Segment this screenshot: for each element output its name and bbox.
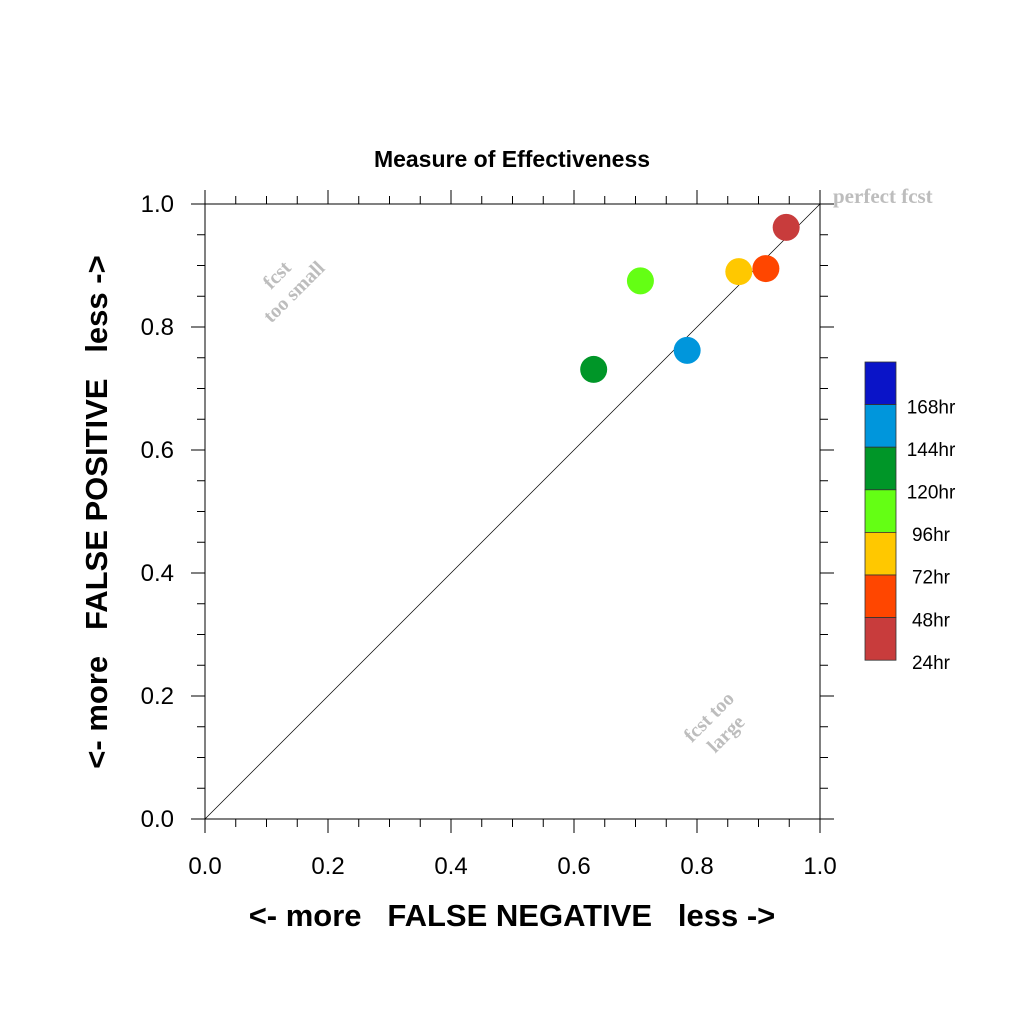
legend-swatch-72hr [864, 532, 897, 576]
x-tick-label: 0.6 [557, 853, 590, 880]
annotation-perfect-fcst: perfect fcst [833, 184, 933, 208]
legend-swatch-120hr [864, 446, 897, 491]
legend: 168hr 144hr 120hr 96hr 72hr 48hr 24hr [864, 361, 956, 674]
legend-swatch-168hr [864, 361, 897, 405]
x-tick-label: 1.0 [803, 853, 836, 880]
y-tick-label: 1.0 [141, 191, 174, 218]
x-axis-label: <- more FALSE NEGATIVE less -> [249, 898, 776, 933]
y-tick-label: 0.8 [141, 314, 174, 341]
x-tick-label: 0.0 [188, 853, 221, 880]
legend-swatch-144hr [864, 404, 897, 448]
annotation-fcst-too-large: fcst too large [680, 688, 750, 758]
legend-label-48hr: 48hr [912, 610, 951, 631]
data-points [580, 213, 800, 383]
x-tick-labels: 0.0 0.2 0.4 0.6 0.8 1.0 [188, 853, 836, 880]
data-point-72hr [725, 258, 753, 286]
tick-marks [191, 190, 834, 833]
data-point-96hr [626, 267, 654, 295]
x-tick-label: 0.4 [434, 853, 467, 880]
y-tick-labels: 0.0 0.2 0.4 0.6 0.8 1.0 [141, 191, 174, 833]
x-tick-label: 0.8 [680, 853, 713, 880]
y-tick-label: 0.4 [141, 560, 174, 587]
annotation-fcst-too-small: fcst too small [259, 257, 330, 328]
data-point-48hr [752, 255, 780, 283]
legend-label-72hr: 72hr [912, 568, 951, 589]
legend-label-168hr: 168hr [907, 397, 956, 418]
y-tick-label: 0.2 [141, 683, 174, 710]
data-point-24hr [772, 213, 800, 241]
y-tick-label: 0.0 [141, 806, 174, 833]
legend-swatch-48hr [864, 574, 897, 618]
legend-swatch-96hr [864, 489, 897, 533]
legend-label-96hr: 96hr [912, 525, 951, 546]
y-axis-label: <- more FALSE POSITIVE less -> [79, 255, 114, 768]
data-point-120hr [580, 355, 608, 383]
legend-label-24hr: 24hr [912, 653, 951, 674]
legend-swatch-24hr [864, 617, 897, 661]
diagonal-line [204, 203, 821, 820]
y-tick-label: 0.6 [141, 437, 174, 464]
legend-label-144hr: 144hr [907, 440, 956, 461]
chart-title: Measure of Effectiveness [374, 146, 650, 172]
x-tick-label: 0.2 [311, 853, 344, 880]
legend-label-120hr: 120hr [907, 483, 956, 504]
data-point-144hr [673, 336, 701, 364]
plot-frame [204, 203, 821, 820]
